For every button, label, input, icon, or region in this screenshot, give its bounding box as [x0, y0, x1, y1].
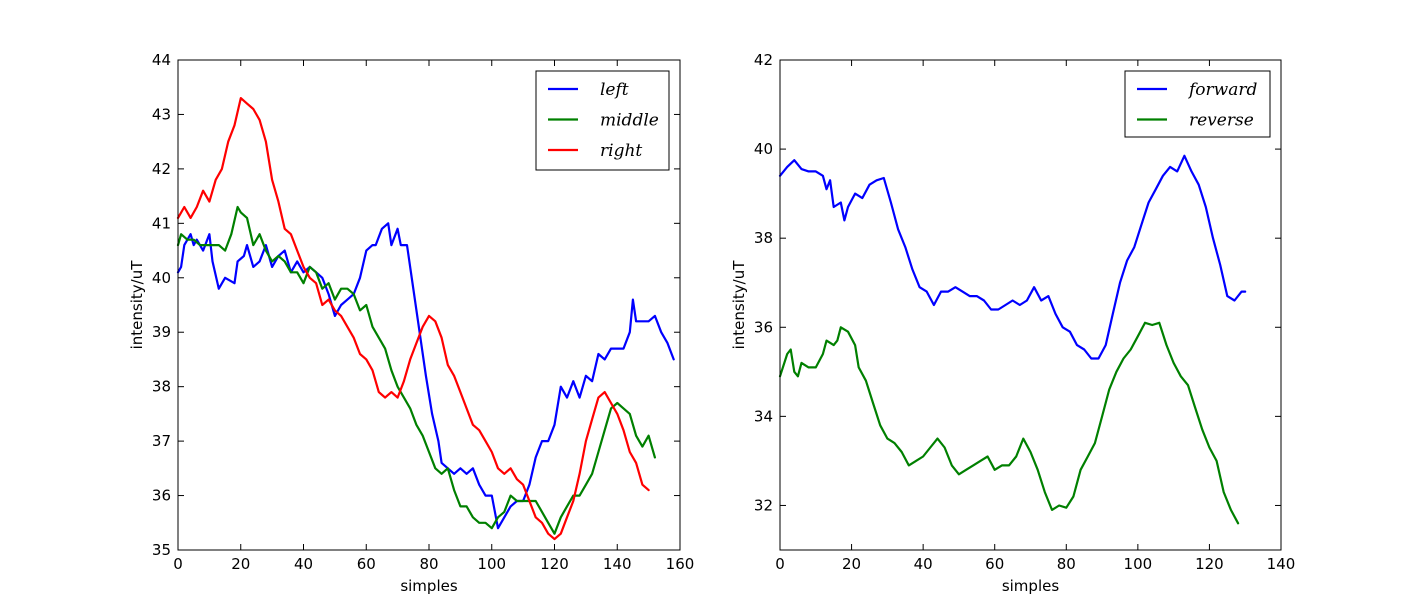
x-tick-label: 80: [1057, 555, 1076, 573]
legend-label-reverse: reverse: [1189, 111, 1254, 131]
x-tick-label: 100: [1124, 555, 1153, 573]
x-tick-label: 40: [914, 555, 933, 573]
x-axis-label: simples: [400, 577, 458, 595]
legend-label-middle: middle: [600, 111, 659, 131]
y-tick-label: 43: [152, 105, 171, 123]
axes-frame: [779, 59, 1282, 551]
y-tick-label: 36: [754, 318, 773, 336]
y-axis-label: intensity/uT: [128, 260, 146, 350]
legend: left middle right: [535, 70, 670, 171]
x-tick-label: 80: [419, 555, 438, 573]
x-tick-label: 160: [666, 555, 695, 573]
y-tick-label: 40: [152, 269, 171, 287]
series-line-forward: [778, 154, 1247, 360]
y-tick-label: 38: [152, 378, 171, 396]
series-line-reverse: [778, 321, 1240, 525]
x-tick-label: 40: [294, 555, 313, 573]
chart-2: 0 20 40 60 80 100 120 140 32 34 36 38 40 42 simples int…: [730, 51, 1295, 595]
x-tick-label: 140: [1267, 555, 1296, 573]
y-tick-label: 38: [754, 229, 773, 247]
legend-label-right: right: [600, 141, 642, 161]
legend: forward reverse: [1124, 70, 1271, 138]
y-tick-label: 34: [754, 407, 773, 425]
y-tick-label: 41: [152, 214, 171, 232]
series-line-left: [176, 222, 675, 530]
y-tick-label: 35: [152, 541, 171, 559]
x-tick-label: 60: [985, 555, 1004, 573]
x-tick-label: 0: [775, 555, 785, 573]
legend-box: [1124, 70, 1271, 138]
y-tick-label: 42: [754, 51, 773, 69]
y-tick-label: 37: [152, 432, 171, 450]
y-tick-label: 36: [152, 487, 171, 505]
chart-1: 0 20 40 60 80 100 120 140 160 35 36 37 38 39 40 41 42 43 4…: [128, 51, 694, 595]
x-axis-label: simples: [1002, 577, 1060, 595]
y-axis-label: intensity/uT: [730, 260, 748, 350]
y-tick-label: 44: [152, 51, 171, 69]
legend-label-forward: forward: [1187, 80, 1257, 100]
y-tick-label: 42: [152, 160, 171, 178]
x-tick-label: 120: [1195, 555, 1224, 573]
y-tick-label: 32: [754, 496, 773, 514]
x-tick-label: 120: [540, 555, 569, 573]
legend-label-left: left: [600, 80, 629, 100]
y-tick-label: 40: [754, 140, 773, 158]
y-tick-label: 39: [152, 323, 171, 341]
series-line-right: [176, 97, 650, 541]
x-tick-label: 0: [173, 555, 183, 573]
x-tick-label: 140: [603, 555, 632, 573]
x-tick-label: 20: [231, 555, 250, 573]
x-tick-label: 60: [357, 555, 376, 573]
x-tick-label: 100: [477, 555, 506, 573]
x-tick-label: 20: [842, 555, 861, 573]
